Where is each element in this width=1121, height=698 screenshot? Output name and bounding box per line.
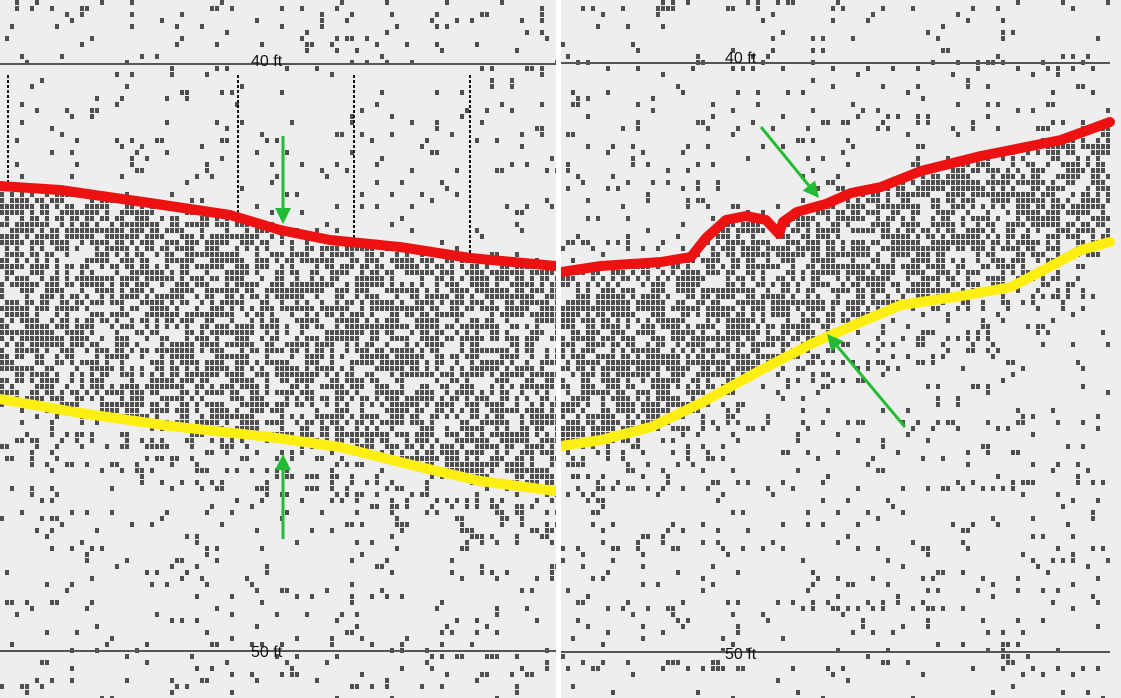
right-arrow-to-bottom-boundary [827,334,907,428]
left-echogram-panel: 40 ft 50 ft [0,0,556,698]
right-top-boundary-line [561,117,1115,277]
left-top-boundary-line [0,181,556,271]
right-echogram-panel: 40 ft 50 ft [561,0,1121,698]
left-depth-label-50: 50 ft [251,644,283,661]
right-echogram-image [561,0,1115,698]
left-arrow-down-to-top-boundary [275,136,291,224]
left-echogram-image [0,0,556,698]
left-bottom-boundary-line [0,394,556,496]
right-bottom-boundary-line [561,237,1115,451]
right-echo-texture [561,0,1110,698]
right-depth-label-50: 50 ft [725,646,757,663]
right-arrow-to-top-boundary [759,126,819,198]
right-depth-label-40: 40 ft [725,50,757,67]
panel-divider [556,0,561,698]
left-arrow-up-to-bottom-boundary [275,454,291,539]
left-echo-texture [0,0,556,698]
left-depth-label-40: 40 ft [251,53,283,70]
